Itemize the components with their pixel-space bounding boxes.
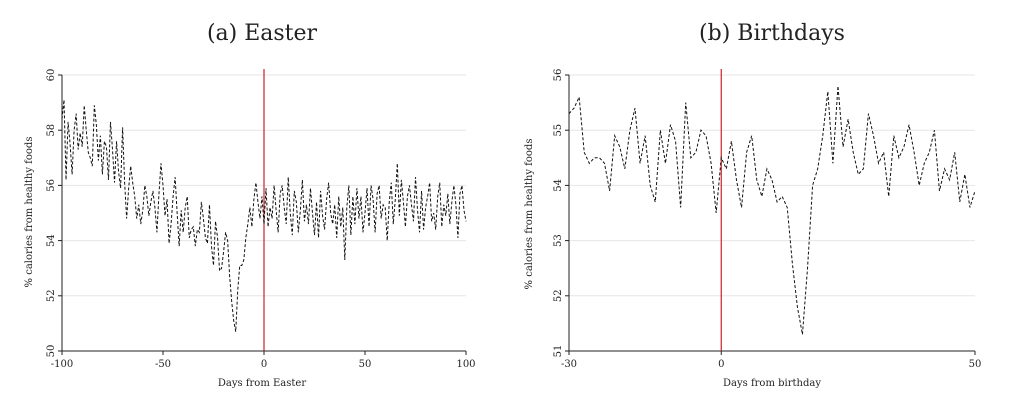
x-tick-label: -100: [51, 359, 73, 370]
y-axis-label: % calories from healthy foods: [524, 139, 535, 290]
series-lines: [568, 69, 976, 351]
x-tick-label: 100: [456, 359, 475, 370]
chart-easter-svg: (a) Easter 50 52 54 56 58 60 -100 -50 0 50 100 Day…: [24, 21, 476, 389]
y-tick-label: 53: [553, 234, 564, 247]
y-tick-label: 50: [46, 345, 57, 358]
x-tick-label: 0: [718, 359, 724, 370]
y-tick-label: 52: [46, 289, 57, 302]
axes: [565, 74, 976, 355]
tick-labels: 51 52 53 54 55 56 -30 0 50: [553, 69, 981, 370]
x-tick-label: -30: [561, 359, 577, 370]
y-tick-label: 56: [46, 179, 57, 192]
x-tick-label: -50: [155, 359, 171, 370]
y-tick-label: 54: [46, 234, 57, 247]
chart-birthdays: (b) Birthdays 51 52 53 54 55 56 -30 0 50 Days fr…: [512, 0, 1024, 405]
series-line: [568, 85, 976, 335]
y-axis-label: % calories from healthy foods: [24, 137, 35, 288]
series-lines: [61, 69, 467, 351]
tick-labels: 50 52 54 56 58 60 -100 -50 0 50 100: [46, 69, 476, 370]
grid-lines: [569, 74, 975, 352]
y-tick-label: 55: [553, 124, 564, 137]
chart-easter: (a) Easter 50 52 54 56 58 60 -100 -50 0 50 100 Day…: [24, 21, 476, 389]
chart-birthdays-svg: (b) Birthdays 51 52 53 54 55 56 -30 0 50 Days fr…: [524, 21, 981, 389]
y-tick-label: 54: [553, 179, 564, 192]
x-tick-label: 50: [969, 359, 982, 370]
y-tick-label: 51: [553, 345, 564, 358]
chart-title: (a) Easter: [207, 21, 318, 46]
chart-title: (b) Birthdays: [699, 21, 845, 46]
y-tick-label: 60: [46, 69, 57, 82]
x-tick-label: 0: [261, 359, 267, 370]
y-tick-label: 58: [46, 124, 57, 137]
x-tick-label: 50: [359, 359, 372, 370]
x-axis-label: Days from Easter: [218, 378, 306, 389]
x-axis-label: Days from birthday: [723, 378, 821, 389]
y-tick-label: 56: [553, 69, 564, 82]
y-tick-label: 52: [553, 289, 564, 302]
